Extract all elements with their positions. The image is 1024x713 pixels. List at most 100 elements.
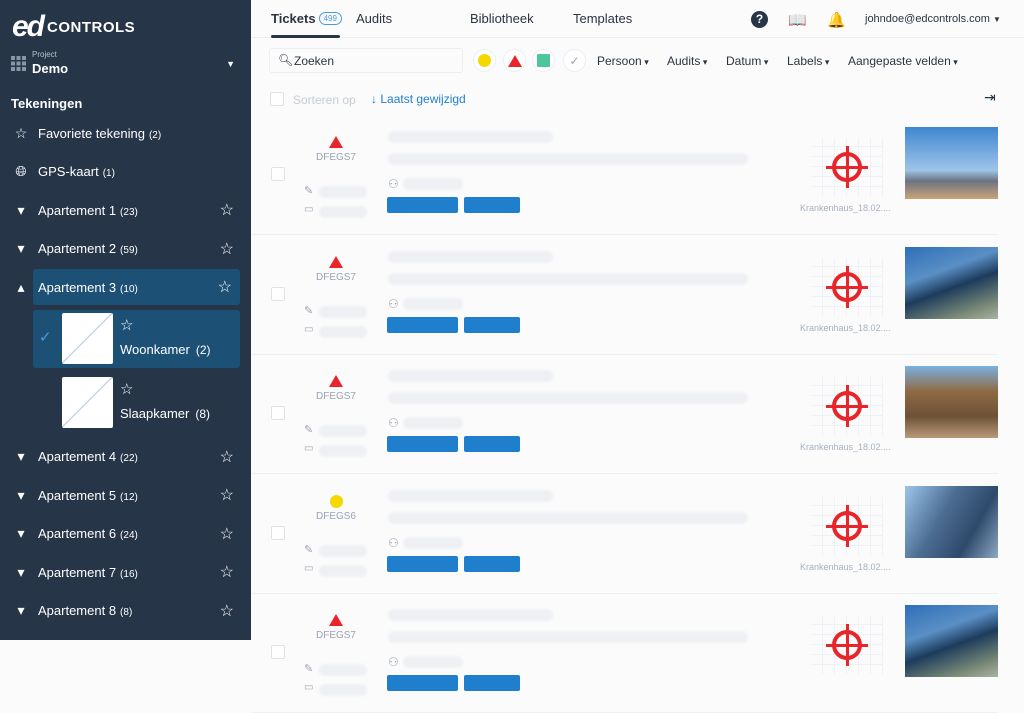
drawing-count: (2) <box>195 343 211 357</box>
drawing-thumbnail <box>62 377 113 428</box>
section-title: Tekeningen <box>11 96 83 111</box>
ticket-row[interactable]: DFEGS6 ✎ ▭ ⚇ Krankenhaus_18.02.... <box>251 475 998 594</box>
search-input[interactable]: 🔍︎ Zoeken <box>269 48 463 73</box>
export-icon[interactable]: ⇥ <box>984 89 996 105</box>
star-icon[interactable]: ☆ <box>219 525 234 543</box>
star-icon[interactable]: ☆ <box>219 240 234 258</box>
sidebar-item-label: GPS-kaart <box>38 164 99 179</box>
tab-tickets[interactable]: Tickets 499 <box>271 11 342 26</box>
search-placeholder: Zoeken <box>294 54 335 68</box>
plan-thumbnail <box>811 616 883 674</box>
caret-down-icon: ▾ <box>17 240 25 256</box>
caret-up-icon: ▴ <box>17 278 25 295</box>
ticket-row[interactable]: DFEGS7 ✎ ▭ ⚇ Krankenhaus_18.02.... <box>251 116 998 235</box>
ticket-photo[interactable] <box>905 605 998 677</box>
sidebar-item-label: Apartement 6 <box>38 526 117 541</box>
plan-thumbnail <box>811 377 883 435</box>
sidebar-item[interactable]: ▾ Apartement 7 (16) ☆ <box>0 554 251 590</box>
sidebar-item[interactable]: ▾ Apartement 2 (59) ☆ <box>0 231 251 267</box>
star-icon[interactable]: ☆ <box>219 564 234 581</box>
calendar-icon: ▭ <box>304 443 314 454</box>
pencil-icon: ✎ <box>304 543 314 556</box>
check-icon: ✓ <box>39 329 52 346</box>
book-icon[interactable]: 📖 <box>788 12 807 29</box>
ticket-checkbox[interactable] <box>271 406 285 420</box>
select-all-checkbox[interactable] <box>270 92 284 106</box>
ticket-checkbox[interactable] <box>271 645 285 659</box>
filter-custom-fields[interactable]: Aangepaste velden <box>848 54 958 68</box>
ticket-checkbox[interactable] <box>271 286 285 301</box>
plan-thumbnail <box>811 138 883 196</box>
project-selector[interactable]: Project Demo ▼ <box>11 49 239 79</box>
sidebar-item[interactable]: 🌐︎ GPS-kaart (1) <box>0 154 251 190</box>
person-icon: ⚇ <box>388 416 399 430</box>
sidebar-item[interactable]: ▾ Apartement 5 (12) ☆ <box>0 477 251 513</box>
tickets-count-badge: 499 <box>318 12 342 25</box>
calendar-icon: ▭ <box>304 204 314 215</box>
ticket-photo[interactable] <box>905 127 998 199</box>
sidebar-item[interactable]: ☆ Favoriete tekening (2) <box>0 115 251 151</box>
sidebar-item-label: Apartement 4 <box>38 449 117 464</box>
star-icon[interactable]: ☆ <box>219 448 234 466</box>
user-menu[interactable]: johndoe@edcontrols.com ▼ <box>865 13 1001 25</box>
drawing-item[interactable]: ☆ Slaapkamer (8) <box>33 374 240 432</box>
logo-controls: CONTROLS <box>47 18 136 36</box>
sidebar-item-count: (2) <box>148 129 162 141</box>
project-label: Project <box>32 50 57 59</box>
ticket-code: DFEGS6 <box>315 510 356 522</box>
tab-bibliotheek[interactable]: Bibliotheek <box>470 11 534 26</box>
logo-ed: ed <box>12 10 45 43</box>
filter-green-square[interactable] <box>532 49 555 72</box>
yellow-circle-icon <box>478 54 491 67</box>
sidebar-item-count: (22) <box>120 453 138 464</box>
yellow-circle-icon <box>330 494 343 508</box>
sidebar-item[interactable]: ▴ Apartement 3 (10) ☆ <box>17 269 240 305</box>
drawing-label: Slaapkamer <box>120 406 190 421</box>
filter-check[interactable]: ✓ <box>563 49 586 72</box>
star-icon[interactable]: ☆ <box>217 279 232 296</box>
ticket-row[interactable]: DFEGS7 ✎ ▭ ⚇ Krankenhaus_18.02.... <box>251 236 998 355</box>
star-icon[interactable]: ☆ <box>219 202 234 219</box>
ticket-photo[interactable] <box>905 246 998 319</box>
active-tab-indicator <box>271 35 340 38</box>
sidebar-item[interactable]: ▾ Apartement 8 (8) ☆ <box>0 593 251 629</box>
red-triangle-icon <box>329 255 343 268</box>
filter-labels[interactable]: Labels <box>787 54 829 68</box>
drawing-item[interactable]: ✓ ☆ Woonkamer (2) <box>33 310 240 368</box>
ticket-checkbox[interactable] <box>271 167 285 181</box>
star-icon[interactable]: ☆ <box>219 602 234 620</box>
caret-down-icon: ▾ <box>17 486 25 503</box>
plan-thumbnail <box>811 496 883 555</box>
sidebar-item-count: (16) <box>120 568 138 580</box>
ticket-row[interactable]: DFEGS7 ✎ ▭ ⚇ Krankenhaus_18.02.... <box>251 355 998 474</box>
bell-icon[interactable]: 🔔 <box>827 12 846 29</box>
filter-datum[interactable]: Datum <box>726 54 768 68</box>
label-tag <box>464 316 520 333</box>
sort-dropdown[interactable]: ↓ Laatst gewijzigd <box>371 92 466 106</box>
filter-yellow-circle[interactable] <box>473 49 496 72</box>
filter-persoon[interactable]: Persoon <box>597 54 649 68</box>
caret-down-icon: ▾ <box>17 201 25 218</box>
edcontrols-logo[interactable]: ed CONTROLS <box>12 10 135 44</box>
filter-audits[interactable]: Audits <box>667 54 707 68</box>
sidebar-item[interactable]: ▾ Apartement 4 (22) ☆ <box>0 439 251 475</box>
plan-name: Krankenhaus_18.02.... <box>800 203 891 213</box>
sidebar-item[interactable]: ▾ Apartement 6 (24) ☆ <box>0 516 251 552</box>
help-icon[interactable]: ? <box>751 11 768 28</box>
check-circle-icon: ✓ <box>569 53 580 68</box>
star-icon[interactable]: ☆ <box>219 487 234 504</box>
star-icon[interactable]: ☆ <box>120 381 134 398</box>
ticket-photo[interactable] <box>905 485 998 558</box>
sidebar-item[interactable]: ▾ Apartement 1 (23) ☆ <box>0 192 251 228</box>
ticket-row[interactable]: DFEGS7 ✎ ▭ ⚇ <box>251 594 998 713</box>
tab-templates[interactable]: Templates <box>573 11 633 26</box>
ticket-checkbox[interactable] <box>271 525 285 540</box>
plan-thumbnail <box>811 257 883 316</box>
label-tag <box>387 197 458 213</box>
red-triangle-icon <box>507 54 522 67</box>
tab-audits[interactable]: Audits <box>356 11 393 26</box>
sidebar-item-count: (1) <box>102 168 115 179</box>
ticket-photo[interactable] <box>905 366 998 438</box>
filter-red-triangle[interactable] <box>503 49 526 72</box>
star-icon[interactable]: ☆ <box>120 317 134 334</box>
